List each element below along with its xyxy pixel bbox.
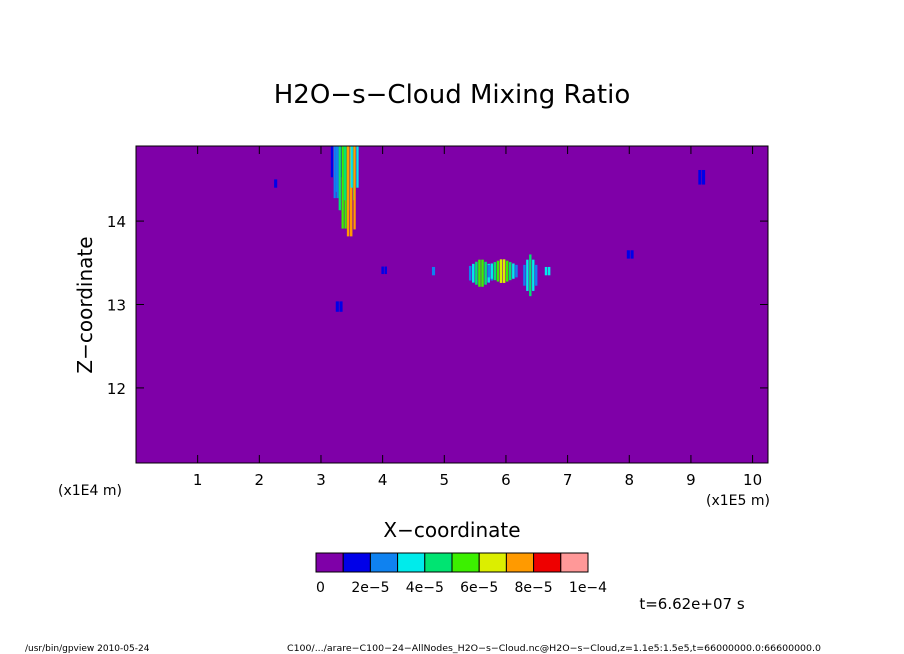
cloud-cell [335,146,339,192]
x-tick-label: 3 [316,471,326,489]
colorbar: 0 2e−5 4e−5 6e−5 8e−5 1e−4 [315,552,607,596]
colorbar-swatch [451,552,480,573]
colorbar-swatch [533,552,562,573]
colorbar-swatch [478,552,507,573]
cloud-cell [698,169,702,185]
cloud-cell [502,259,506,283]
cloud-cell [702,169,706,185]
cloud-cell [339,301,343,312]
y-tick-label: 14 [107,213,126,231]
cloud-cell [343,146,347,201]
cloud-cell [384,266,387,275]
x-axis-unit: (x1E5 m) [706,493,770,509]
x-tick-label: 7 [563,471,573,489]
cloud-cell [515,264,518,278]
cloud-cell [468,265,472,281]
time-label: t=6.62e+07 s [639,595,745,613]
cloud-cell [499,259,503,283]
x-tick-label: 2 [255,471,265,489]
colorbar-swatch [397,552,426,573]
colorbar-label: 6e−5 [460,580,498,596]
cloud-cell [431,266,436,276]
x-tick-label: 9 [686,471,696,489]
x-tick-label: 5 [440,471,450,489]
colorbar-swatch [315,552,344,573]
cloud-cell [350,146,353,188]
colorbar-swatch [342,552,371,573]
colorbar-swatch [505,552,535,573]
x-tick-label: 10 [743,471,762,489]
cloud-features [274,146,706,312]
cloud-cell [341,146,344,229]
cloud-cell [472,263,475,283]
colorbar-swatch [369,552,399,573]
cloud-cell [544,266,548,276]
colorbar-label: 0 [316,580,325,596]
colorbar-label: 1e−4 [569,580,607,596]
cloud-cell [356,146,359,188]
cloud-cell [630,250,634,259]
cloud-cell [490,263,494,279]
y-axis-label: Z−coordinate [73,236,97,373]
cloud-cell [484,261,487,285]
cloud-cell [529,254,532,297]
cloud-cell [512,263,515,279]
x-axis-label: X−coordinate [383,518,520,542]
cloud-cell [547,266,551,276]
x-tick-label: 6 [501,471,511,489]
y-tick-label: 13 [107,297,126,315]
colorbar-label: 2e−5 [351,580,389,596]
x-tick-label: 8 [624,471,634,489]
chart-title: H2O−s−Cloud Mixing Ratio [274,80,630,110]
footer-right: C100/.../arare−C100−24−AllNodes_H2O−s−Cl… [287,644,821,654]
cloud-cell [478,259,481,287]
y-axis-unit: (x1E4 m) [58,483,122,499]
cloud-cell [381,266,384,275]
plot-background [136,146,768,463]
cloud-cell [338,146,341,211]
cloud-cell [532,259,535,291]
cloud-cell [330,146,334,178]
colorbar-swatch [560,552,589,573]
cloud-cell [535,264,538,286]
cloud-cell [333,146,336,199]
cloud-cell [335,301,339,312]
cloud-cell [523,264,526,286]
x-axis-ticks: 1 2 3 4 5 6 7 8 9 10 [193,146,762,489]
cloud-cell [626,250,630,259]
cloud-cell [349,146,353,237]
cloud-cell [274,179,278,188]
cloud-cell [505,260,509,282]
footer-left: /usr/bin/gpview 2010-05-24 [25,644,150,654]
y-axis-ticks: 12 13 14 [107,213,768,398]
cloud-cell [346,146,350,237]
colorbar-label: 8e−5 [515,580,553,596]
cloud-cell [353,146,356,230]
x-tick-label: 1 [193,471,203,489]
cloud-cell [509,262,512,281]
cloud-cell [475,261,478,285]
y-tick-label: 12 [107,380,126,398]
cloud-cell [493,262,497,281]
cloud-cell [526,259,529,291]
cloud-cell [487,264,490,278]
x-tick-label: 4 [378,471,388,489]
colorbar-swatch [424,552,453,573]
cloud-cell [496,260,500,282]
colorbar-label: 4e−5 [406,580,444,596]
cloud-cell [481,259,484,287]
